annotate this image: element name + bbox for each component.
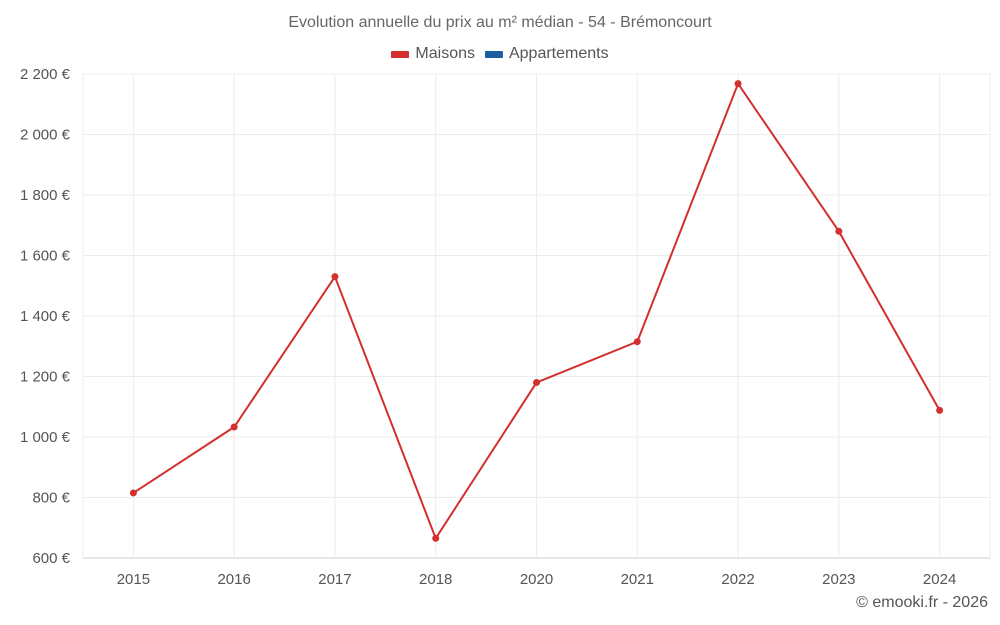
legend-label-maisons: Maisons — [415, 45, 475, 62]
legend-swatch-appartements — [484, 50, 503, 58]
y-tick-label: 1 400 € — [20, 308, 71, 325]
data-point-maisons — [533, 379, 540, 387]
data-point-maisons — [331, 273, 339, 281]
legend-label-appartements: Appartements — [508, 45, 609, 62]
y-tick-label: 1 000 € — [20, 429, 71, 446]
x-tick-label: 2018 — [419, 571, 452, 588]
y-tick-label: 600 € — [32, 550, 70, 567]
y-tick-label: 1 200 € — [20, 369, 71, 386]
data-point-maisons — [734, 80, 742, 88]
data-point-maisons — [432, 534, 440, 542]
x-tick-label: 2023 — [822, 571, 855, 588]
y-tick-label: 800 € — [32, 490, 70, 507]
data-point-maisons — [129, 489, 137, 497]
legend-swatch-maisons — [391, 50, 410, 58]
x-tick-label: 2020 — [520, 571, 553, 588]
legend: Maisons Appartements — [0, 45, 1000, 63]
data-point-maisons — [936, 406, 944, 414]
y-tick-label: 2 200 € — [20, 66, 71, 83]
x-tick-label: 2024 — [923, 571, 956, 588]
x-tick-label: 2022 — [721, 571, 754, 588]
data-point-maisons — [230, 423, 238, 431]
x-tick-label: 2016 — [217, 571, 250, 588]
x-tick-label: 2017 — [318, 571, 351, 588]
data-point-maisons — [835, 227, 843, 235]
legend-item-maisons[interactable]: Maisons — [391, 45, 475, 63]
legend-item-appartements[interactable]: Appartements — [484, 45, 609, 63]
x-tick-label: 2015 — [117, 571, 150, 588]
data-point-maisons — [633, 338, 641, 346]
chart-title: Evolution annuelle du prix au m² médian … — [288, 14, 712, 31]
y-tick-label: 1 800 € — [20, 187, 71, 204]
credit-text: © emooki.fr - 2026 — [856, 594, 988, 611]
x-tick-label: 2021 — [621, 571, 654, 588]
y-tick-label: 2 000 € — [20, 127, 71, 144]
y-tick-label: 1 600 € — [20, 248, 71, 265]
